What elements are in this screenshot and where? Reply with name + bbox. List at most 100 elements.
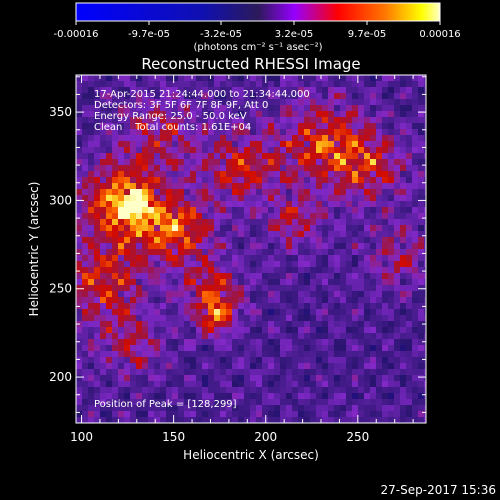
- heatmap-cell: [136, 417, 143, 423]
- heatmap-cell: [388, 267, 395, 274]
- heatmap-cell: [340, 189, 347, 196]
- heatmap-cell: [382, 177, 389, 184]
- heatmap-cell: [76, 129, 83, 136]
- heatmap-cell: [358, 117, 365, 124]
- heatmap-cell: [178, 141, 185, 148]
- heatmap-cell: [250, 177, 257, 184]
- heatmap-cell: [376, 381, 383, 388]
- heatmap-cell: [202, 273, 209, 280]
- heatmap-cell: [94, 357, 101, 364]
- heatmap-cell: [304, 357, 311, 364]
- heatmap-cell: [124, 225, 131, 232]
- heatmap-cell: [400, 261, 407, 268]
- heatmap-cell: [274, 117, 281, 124]
- heatmap-cell: [280, 135, 287, 142]
- heatmap-cell: [226, 81, 233, 88]
- heatmap-cell: [316, 81, 323, 88]
- heatmap-cell: [346, 237, 353, 244]
- heatmap-cell: [172, 339, 179, 346]
- heatmap-cell: [220, 393, 227, 400]
- heatmap-cell: [118, 81, 125, 88]
- heatmap-cell: [232, 399, 239, 406]
- heatmap-cell: [178, 381, 185, 388]
- heatmap-cell: [112, 93, 119, 100]
- heatmap-cell: [340, 279, 347, 286]
- heatmap-cell: [298, 279, 305, 286]
- heatmap-cell: [256, 159, 263, 166]
- heatmap-cell: [304, 111, 311, 118]
- heatmap-cell: [208, 81, 215, 88]
- heatmap-cell: [190, 363, 197, 370]
- heatmap-cell: [298, 153, 305, 160]
- heatmap-cell: [310, 93, 317, 100]
- heatmap-cell: [382, 171, 389, 178]
- heatmap-cell: [76, 159, 83, 166]
- heatmap-cell: [226, 399, 233, 406]
- heatmap-cell: [274, 207, 281, 214]
- heatmap-cell: [304, 273, 311, 280]
- heatmap-cell: [130, 165, 137, 172]
- heatmap-cell: [130, 159, 137, 166]
- heatmap-cell: [100, 201, 107, 208]
- heatmap-cell: [382, 147, 389, 154]
- heatmap-cell: [88, 153, 95, 160]
- heatmap-cell: [166, 231, 173, 238]
- heatmap-cell: [412, 297, 419, 304]
- heatmap-cell: [160, 363, 167, 370]
- heatmap-cell: [406, 207, 413, 214]
- heatmap-cell: [358, 279, 365, 286]
- heatmap-cell: [148, 111, 155, 118]
- heatmap-cell: [256, 123, 263, 130]
- heatmap-cell: [160, 309, 167, 316]
- heatmap-cell: [154, 351, 161, 358]
- heatmap-cell: [208, 153, 215, 160]
- heatmap-cell: [94, 261, 101, 268]
- heatmap-cell: [232, 123, 239, 130]
- heatmap-cell: [304, 159, 311, 166]
- heatmap-cell: [280, 99, 287, 106]
- heatmap-cell: [112, 117, 119, 124]
- heatmap-cell: [322, 255, 329, 262]
- heatmap-cell: [184, 141, 191, 148]
- heatmap-cell: [244, 117, 251, 124]
- heatmap-cell: [394, 279, 401, 286]
- heatmap-cell: [328, 351, 335, 358]
- heatmap-cell: [358, 225, 365, 232]
- heatmap-cell: [244, 411, 251, 418]
- heatmap-cell: [196, 147, 203, 154]
- heatmap-cell: [394, 129, 401, 136]
- heatmap-cell: [178, 81, 185, 88]
- heatmap-cell: [280, 225, 287, 232]
- heatmap-cell: [280, 309, 287, 316]
- heatmap-cell: [334, 267, 341, 274]
- heatmap-cell: [148, 315, 155, 322]
- colorbar-gradient: [75, 2, 441, 22]
- heatmap-cell: [310, 195, 317, 202]
- heatmap-cell: [304, 207, 311, 214]
- heatmap-cell: [316, 267, 323, 274]
- heatmap-cell: [244, 159, 251, 166]
- heatmap-cell: [310, 411, 317, 418]
- heatmap-cell: [280, 297, 287, 304]
- heatmap-cell: [322, 213, 329, 220]
- heatmap-cell: [118, 267, 125, 274]
- heatmap-cell: [352, 363, 359, 370]
- heatmap-cell: [280, 399, 287, 406]
- heatmap-cell: [298, 375, 305, 382]
- heatmap-cell: [136, 135, 143, 142]
- y-axis-label: Heliocentric Y (arcsec): [27, 182, 41, 317]
- heatmap-cell: [226, 153, 233, 160]
- heatmap-cell: [184, 153, 191, 160]
- heatmap-cell: [76, 279, 83, 286]
- heatmap-cell: [238, 411, 245, 418]
- heatmap-cell: [268, 153, 275, 160]
- heatmap-cell: [148, 129, 155, 136]
- heatmap-cell: [394, 321, 401, 328]
- heatmap-cell: [196, 219, 203, 226]
- colorbar-tick-label: 0.00016: [419, 29, 460, 40]
- heatmap-cell: [244, 171, 251, 178]
- heatmap-cell: [286, 231, 293, 238]
- heatmap-cell: [286, 87, 293, 94]
- heatmap-cell: [304, 339, 311, 346]
- heatmap-cell: [142, 285, 149, 292]
